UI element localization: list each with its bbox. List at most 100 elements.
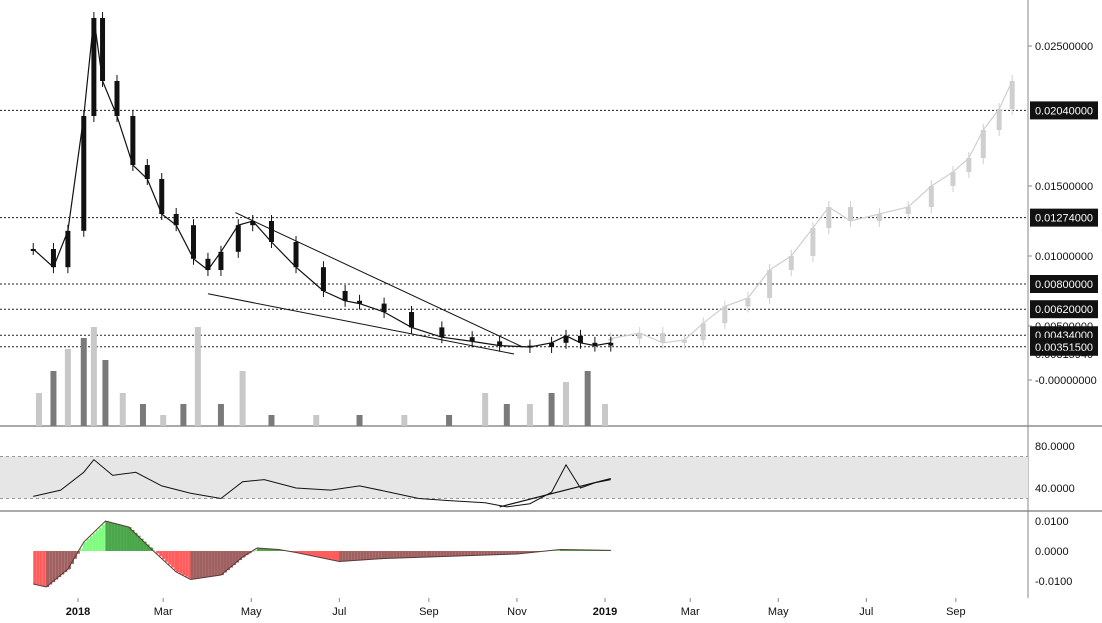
price-candle-body [342, 291, 348, 301]
oscillator-bar [499, 551, 503, 555]
oscillator-bar [481, 551, 485, 556]
oscillator-bar [188, 551, 192, 579]
time-tick-label: May [241, 606, 262, 618]
oscillator-bar [95, 530, 99, 551]
oscillator-bar [128, 527, 132, 551]
oscillator-bar [329, 551, 333, 560]
rsi-tick-label: 40.0000 [1035, 483, 1075, 495]
oscillator-bar [61, 551, 65, 575]
price-candle-body [130, 116, 136, 165]
oscillator-bar [363, 551, 367, 560]
oscillator-bar [79, 548, 83, 551]
oscillator-bar [581, 549, 585, 551]
oscillator-bar [348, 551, 352, 561]
oscillator-bar [76, 551, 80, 554]
oscillator-bar [572, 549, 576, 551]
volume-bar [102, 360, 109, 426]
oscillator-bar [174, 551, 178, 571]
price-candle-body [497, 341, 503, 346]
oscillator-bar [461, 551, 465, 556]
oscillator-bar [272, 549, 276, 551]
time-tick-label: 2019 [593, 606, 617, 618]
oscillator-bar [220, 551, 224, 575]
price-candle-body [235, 225, 241, 252]
level-label-bg [1030, 337, 1098, 356]
oscillator-bar [64, 551, 68, 573]
price-candle-body [30, 249, 36, 251]
projection-candle-body [637, 333, 643, 339]
projection-candle-body [950, 172, 956, 186]
oscillator-bar [332, 551, 336, 560]
level-label: 0.02040000 [1035, 105, 1093, 117]
oscillator-bar [502, 551, 506, 555]
oscillator-bar [428, 551, 432, 557]
oscillator-bar [52, 551, 56, 583]
oscillator-tick-label: 0.0100 [1035, 516, 1069, 528]
oscillator-bar [323, 551, 327, 559]
oscillator-bar [46, 551, 50, 587]
oscillator-bar [39, 551, 43, 586]
oscillator-bar [360, 551, 364, 561]
price-candle-body [268, 221, 274, 242]
oscillator-bar [176, 551, 180, 572]
oscillator-bar [493, 551, 497, 555]
price-tick-label: -0.00000000 [1035, 375, 1097, 387]
oscillator-bar [525, 551, 529, 554]
projection-candle-body [980, 130, 986, 158]
volume-bar [90, 327, 97, 426]
volume-bar [401, 415, 408, 426]
volume-bar [239, 371, 246, 426]
oscillator-bar [108, 521, 112, 551]
time-tick-label: Sep [946, 606, 966, 618]
oscillator-bar [55, 551, 59, 580]
time-tick-label: Nov [507, 606, 527, 618]
oscillator-bar [458, 551, 462, 556]
oscillator-bar [326, 551, 330, 559]
oscillator-bar [366, 551, 370, 560]
price-candle-body [65, 230, 71, 268]
oscillator-bar [296, 551, 300, 553]
oscillator-bar [514, 551, 518, 555]
price-candle-body [144, 165, 150, 179]
oscillator-bar [531, 551, 535, 553]
oscillator-bar [569, 549, 573, 551]
oscillator-tick-label: -0.0100 [1035, 576, 1072, 588]
level-label: 0.00800000 [1035, 279, 1093, 291]
oscillator-bar [584, 549, 588, 551]
oscillator-bar [369, 551, 373, 560]
volume-bar [584, 371, 591, 426]
projection-candle-body [905, 207, 911, 214]
oscillator-bar [431, 551, 435, 557]
oscillator-bar [217, 551, 221, 576]
price-candle-body [469, 337, 475, 342]
oscillator-bar [472, 551, 476, 556]
oscillator-bar [575, 549, 579, 551]
volume-bar [80, 338, 87, 426]
projection-candle-body [826, 207, 832, 228]
volume-layer [36, 327, 608, 426]
oscillator-bar [339, 551, 343, 562]
projection-candle-body [700, 323, 706, 340]
oscillator-bar [516, 551, 520, 554]
oscillator-bar [311, 551, 315, 556]
oscillator-bar [411, 551, 415, 558]
oscillator-bar [426, 551, 430, 558]
oscillator-bar [405, 551, 409, 558]
oscillator-bar [117, 524, 121, 551]
oscillator-bar [105, 521, 109, 551]
volume-bar [482, 393, 489, 426]
oscillator-bar [156, 551, 160, 554]
volume-bar [602, 404, 608, 426]
oscillator-bar [487, 551, 491, 555]
wedge-upper-trendline [235, 212, 523, 348]
oscillator-bar [552, 550, 556, 551]
oscillator-bar [120, 524, 124, 551]
volume-bar [446, 415, 453, 426]
projection-candle-body [660, 333, 666, 343]
volume-bar [563, 382, 570, 426]
oscillator-bar [320, 551, 324, 558]
oscillator-bar [182, 551, 186, 576]
oscillator-bar [417, 551, 421, 558]
oscillator-bar [449, 551, 453, 557]
